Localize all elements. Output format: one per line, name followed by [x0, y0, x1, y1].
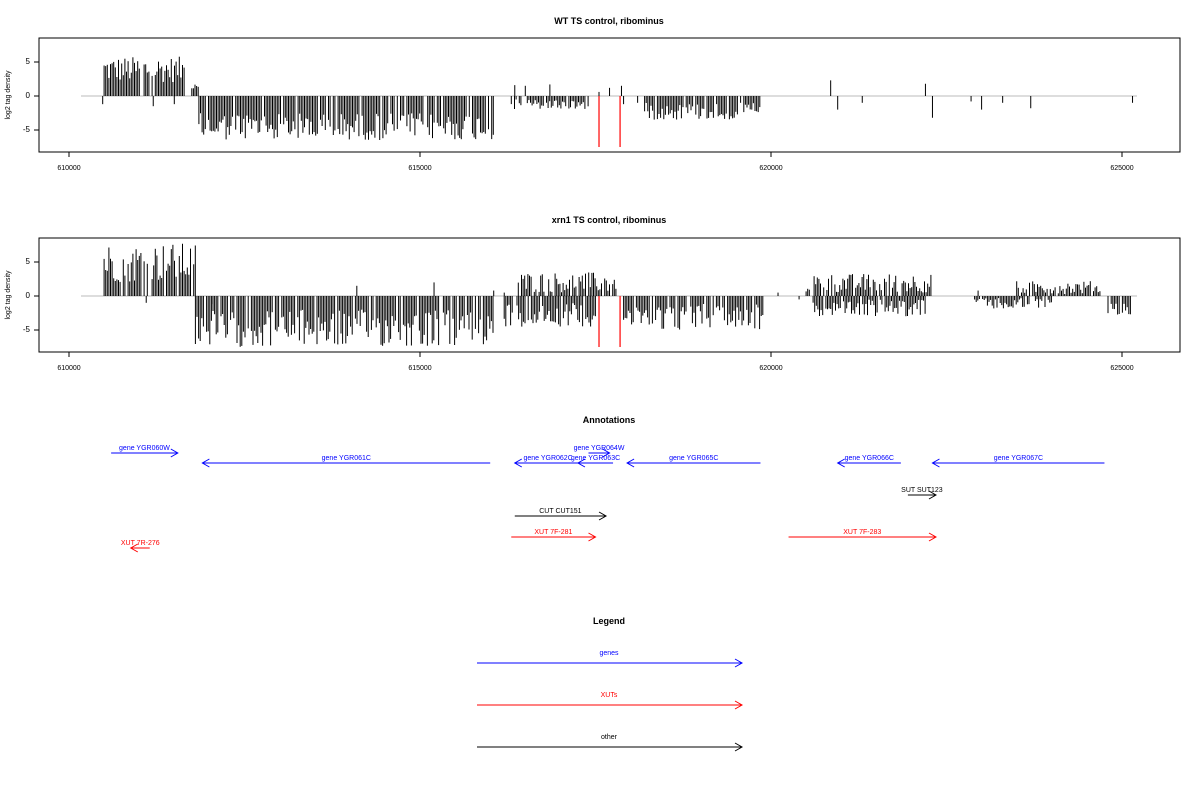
track-title-wt: WT TS control, ribominus	[554, 16, 664, 26]
plot-frame-xrn1	[38, 237, 1181, 353]
x-tick-label: 615000	[408, 165, 431, 172]
annotation-feature: gene YGR060W	[111, 445, 179, 458]
annotation-label: XUT 7F-283	[843, 529, 881, 536]
y-axis-xrn1: 5 0 -5	[23, 257, 39, 334]
x-tick-label: 620000	[759, 165, 782, 172]
legend-arrow-head	[734, 742, 744, 752]
x-tick-label: 625000	[1110, 365, 1133, 372]
annotation-feature: gene YGR062C	[513, 455, 582, 468]
y-axis-wt: 5 0 -5	[23, 57, 39, 134]
annotation-label: gene YGR063C	[571, 455, 620, 462]
y-tick-label: -5	[23, 125, 31, 134]
annotation-arrow-head	[598, 511, 608, 521]
y-tick-label: 0	[26, 91, 31, 100]
annotation-feature: gene YGR061C	[201, 455, 491, 468]
x-tick-label: 625000	[1110, 165, 1133, 172]
annotation-label: XUT 7R-276	[121, 540, 160, 547]
annotation-arrow-head	[513, 458, 523, 468]
legend-arrow-head	[734, 700, 744, 710]
legend-title: Legend	[593, 616, 625, 626]
x-tick-label: 615000	[408, 365, 431, 372]
annotation-label: gene YGR066C	[845, 455, 894, 462]
y-tick-label: 5	[26, 257, 31, 266]
y-tick-label: -5	[23, 325, 31, 334]
annotation-feature: XUT 7R-276	[121, 540, 160, 553]
annotation-feature: gene YGR064W	[574, 445, 625, 458]
x-axis-wt: 610000 615000 620000 625000	[57, 152, 1134, 172]
annotation-feature: gene YGR065C	[626, 455, 761, 468]
annotation-feature: XUT 7F-281	[511, 529, 597, 542]
y-tick-label: 0	[26, 291, 31, 300]
annotation-label: gene YGR064W	[574, 445, 625, 452]
annotation-label: gene YGR061C	[322, 455, 371, 462]
annotation-label: gene YGR062C	[523, 455, 572, 462]
annotation-label: SUT SUT123	[901, 487, 943, 494]
annotation-feature: SUT SUT123	[901, 487, 943, 500]
annotation-arrow-head	[588, 532, 597, 542]
track-panel-xrn1: xrn1 TS control, ribominus log2 tag dens…	[5, 215, 1181, 372]
annotation-feature: gene YGR067C	[931, 455, 1105, 468]
legend-item: genes	[477, 650, 744, 668]
annotation-arrow-head	[576, 458, 586, 468]
annotation-arrow-head	[170, 448, 179, 458]
annotation-arrow-head	[129, 543, 139, 553]
annotation-label: gene YGR065C	[669, 455, 718, 462]
annotation-label: gene YGR060W	[119, 445, 170, 452]
plot-frame-wt	[38, 37, 1181, 153]
y-axis-label-xrn1: log2 tag density	[5, 270, 12, 320]
annotation-feature: gene YGR063C	[571, 455, 620, 468]
annotations-panel: Annotations gene YGR060W gene YGR061C gene…	[111, 415, 1105, 553]
annotation-arrow-head	[931, 458, 940, 468]
legend-panel: Legend genes XUTs other	[477, 616, 744, 752]
legend-item: other	[477, 734, 744, 752]
legend-label: XUTs	[601, 692, 618, 699]
signal-bars-wt	[81, 56, 1137, 147]
legend-label: other	[601, 734, 618, 741]
annotations-title: Annotations	[583, 415, 636, 425]
x-axis-xrn1: 610000 615000 620000 625000	[57, 352, 1134, 372]
annotation-label: CUT CUT151	[539, 508, 581, 515]
annotation-label: XUT 7F-281	[534, 529, 572, 536]
x-tick-label: 620000	[759, 365, 782, 372]
legend-label: genes	[599, 650, 619, 657]
signal-bars-xrn1	[81, 243, 1137, 347]
legend-arrow-head	[734, 658, 744, 668]
annotation-label: gene YGR067C	[994, 455, 1043, 462]
x-tick-label: 610000	[57, 165, 80, 172]
x-tick-label: 610000	[57, 365, 80, 372]
annotation-feature: XUT 7F-283	[788, 529, 937, 542]
annotation-arrow-head	[836, 458, 845, 468]
legend-items: genes XUTs other	[477, 650, 744, 752]
track-panel-wt: WT TS control, ribominus log2 tag densit…	[5, 16, 1181, 172]
track-title-xrn1: xrn1 TS control, ribominus	[552, 215, 667, 225]
annotation-arrow-head	[928, 532, 937, 542]
annotation-feature: gene YGR066C	[836, 455, 901, 468]
annotation-arrow-head	[928, 490, 937, 500]
y-axis-label-wt: log2 tag density	[5, 70, 12, 120]
y-tick-label: 5	[26, 57, 31, 66]
legend-item: XUTs	[477, 692, 744, 710]
annotation-arrow-head	[602, 448, 611, 458]
annotation-arrow-head	[201, 458, 210, 468]
annotation-feature: CUT CUT151	[514, 508, 608, 521]
annotation-arrow-head	[626, 458, 635, 468]
